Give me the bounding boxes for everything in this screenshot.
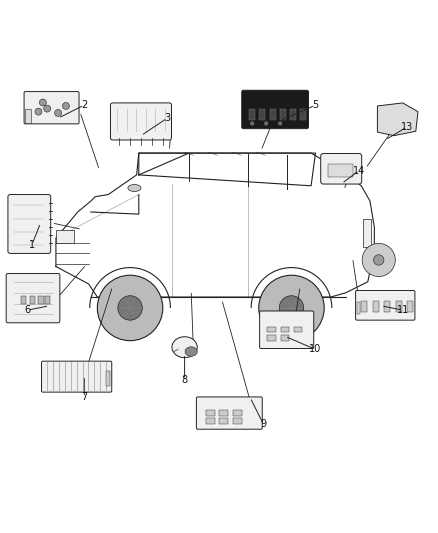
Bar <box>21 296 26 304</box>
FancyBboxPatch shape <box>8 195 50 253</box>
Circle shape <box>278 122 281 125</box>
Circle shape <box>97 275 162 341</box>
Bar <box>25 109 31 123</box>
Circle shape <box>54 109 61 116</box>
Bar <box>279 109 285 120</box>
Bar <box>205 418 215 424</box>
Circle shape <box>258 275 323 341</box>
FancyBboxPatch shape <box>259 311 313 349</box>
Bar <box>280 335 289 341</box>
Bar <box>205 410 215 416</box>
Bar <box>249 109 254 120</box>
FancyBboxPatch shape <box>320 154 361 184</box>
Bar <box>259 109 265 120</box>
Bar <box>218 410 228 416</box>
FancyBboxPatch shape <box>42 361 112 392</box>
Bar <box>300 109 306 120</box>
Bar <box>327 164 352 177</box>
Polygon shape <box>377 103 417 135</box>
Circle shape <box>361 244 394 277</box>
Ellipse shape <box>184 347 197 357</box>
Ellipse shape <box>127 184 141 191</box>
Circle shape <box>264 122 267 125</box>
Text: 1: 1 <box>29 240 35 249</box>
Bar <box>383 301 389 312</box>
FancyBboxPatch shape <box>355 290 414 320</box>
Bar <box>293 327 302 332</box>
Bar <box>356 302 360 314</box>
Circle shape <box>39 99 46 106</box>
Text: 6: 6 <box>25 305 31 315</box>
Text: 5: 5 <box>311 100 318 110</box>
Bar <box>360 301 367 312</box>
Bar <box>232 410 242 416</box>
Bar <box>39 296 44 304</box>
Circle shape <box>44 105 50 112</box>
FancyBboxPatch shape <box>24 92 79 124</box>
Text: 10: 10 <box>309 344 321 354</box>
Text: 13: 13 <box>400 122 412 132</box>
Circle shape <box>62 102 69 109</box>
Text: 3: 3 <box>164 113 170 123</box>
Bar <box>267 335 276 341</box>
Bar <box>56 230 74 243</box>
Bar <box>290 109 295 120</box>
Bar <box>218 418 228 424</box>
FancyBboxPatch shape <box>196 397 261 429</box>
Text: 9: 9 <box>259 418 265 429</box>
Bar <box>232 418 242 424</box>
Circle shape <box>279 296 303 320</box>
Text: 14: 14 <box>352 166 364 175</box>
Bar <box>280 327 289 332</box>
Ellipse shape <box>172 337 197 358</box>
FancyBboxPatch shape <box>241 90 308 128</box>
Bar <box>45 296 50 304</box>
Bar <box>267 327 276 332</box>
Bar <box>106 371 110 386</box>
Circle shape <box>373 255 383 265</box>
Text: 8: 8 <box>181 375 187 385</box>
FancyBboxPatch shape <box>110 103 171 140</box>
Bar <box>372 301 378 312</box>
Bar <box>269 109 275 120</box>
Bar <box>363 219 371 247</box>
Circle shape <box>250 122 254 125</box>
Bar <box>30 296 35 304</box>
Circle shape <box>117 296 142 320</box>
Text: 11: 11 <box>396 305 408 315</box>
Bar <box>406 301 412 312</box>
Circle shape <box>35 108 42 115</box>
Text: 2: 2 <box>81 100 87 110</box>
FancyBboxPatch shape <box>6 273 60 323</box>
Text: 7: 7 <box>81 392 87 402</box>
Bar <box>395 301 401 312</box>
